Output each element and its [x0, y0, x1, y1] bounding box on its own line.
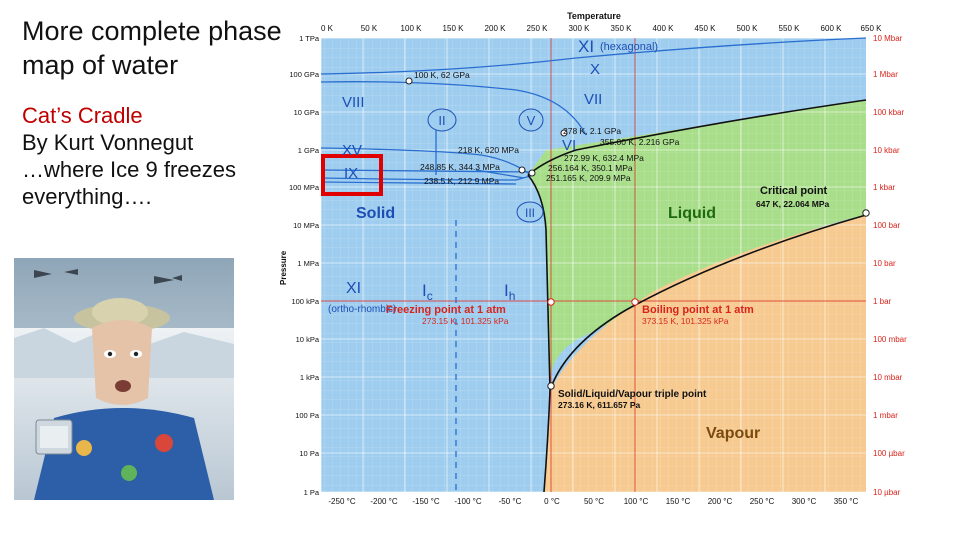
top-tick: 50 K: [361, 24, 378, 33]
phase-note-orthorhombic: (ortho-rhombic): [328, 304, 396, 315]
phase-label-xi-hex: XI: [578, 37, 594, 56]
top-tick: 600 K: [821, 24, 843, 33]
slide-subtitle: Cat’s Cradle By Kurt Vonnegut …where Ice…: [22, 102, 282, 210]
left-tick: 100 kPa: [291, 297, 319, 306]
right-tick: 10 mbar: [873, 373, 903, 382]
phase-label-xi-ortho: XI: [346, 280, 361, 297]
point-100k: 100 K, 62 GPa: [414, 70, 470, 80]
ice-nine-line: …where Ice 9 freezes: [22, 157, 236, 182]
ice-nine-line-2: everything….: [22, 184, 152, 209]
top-tick: 150 K: [443, 24, 465, 33]
right-tick: 10 Mbar: [873, 34, 903, 43]
phase-label-liquid: Liquid: [668, 205, 716, 222]
author-line: By Kurt Vonnegut: [22, 130, 194, 155]
top-tick: 100 K: [401, 24, 423, 33]
point-248k: 248.85 K, 344.3 MPa: [420, 162, 500, 172]
top-tick: 200 K: [485, 24, 507, 33]
bottom-tick: -150 °C: [412, 497, 439, 506]
left-tick: 1 GPa: [298, 146, 320, 155]
top-tick: 400 K: [653, 24, 675, 33]
left-tick: 1 Pa: [304, 488, 320, 497]
left-tick: 100 MPa: [289, 183, 320, 192]
phase-label-vii: VII: [584, 91, 602, 108]
phase-label-ih: Ih: [504, 281, 515, 303]
top-tick: 300 K: [569, 24, 591, 33]
left-tick: 100 Pa: [295, 411, 320, 420]
point-278k: 278 K, 2.1 GPa: [563, 126, 621, 136]
left-tick: 10 GPa: [294, 108, 320, 117]
bottom-tick: -200 °C: [370, 497, 397, 506]
right-tick: 100 µbar: [873, 449, 905, 458]
phase-label-iii: III: [525, 206, 535, 220]
phase-label-vapour: Vapour: [706, 425, 760, 442]
point-272k: 272.99 K, 632.4 MPa: [564, 153, 644, 163]
left-tick: 10 kPa: [296, 335, 320, 344]
critical-point-title: Critical point: [760, 185, 828, 197]
left-tick: 1 kPa: [300, 373, 320, 382]
top-tick: 650 K: [861, 24, 883, 33]
phase-label-v: V: [527, 113, 536, 128]
phase-label-ic: Ic: [422, 281, 433, 303]
bottom-tick: 100 °C: [624, 497, 649, 506]
left-tick: 1 TPa: [299, 34, 320, 43]
right-tick: 100 kbar: [873, 108, 904, 117]
boiling-point-value: 373.15 K, 101.325 kPa: [642, 316, 729, 326]
top-tick: 550 K: [779, 24, 801, 33]
slide-title: More complete phase map of water: [22, 16, 282, 80]
ice-nine-highlight: [321, 154, 383, 196]
left-tick: 100 GPa: [289, 70, 319, 79]
right-tick: 10 µbar: [873, 488, 901, 497]
phase-label-ii: II: [438, 113, 445, 128]
left-tick: 10 Pa: [299, 449, 319, 458]
bottom-tick: 250 °C: [750, 497, 775, 506]
phase-diagram: Temperature Pressure 0 K 50 K 100 K 150 …: [279, 11, 907, 506]
phase-label-ix: IX: [344, 165, 358, 182]
phase-label-viii: VIII: [342, 94, 365, 111]
point-218k: 218 K, 620 MPa: [458, 145, 519, 155]
boiling-point-title: Boiling point at 1 atm: [642, 304, 754, 316]
phase-label-solid: Solid: [356, 205, 395, 222]
cats-cradle-photo: [14, 258, 234, 500]
top-tick: 250 K: [527, 24, 549, 33]
right-tick: 1 bar: [873, 297, 892, 306]
freezing-point-title: Freezing point at 1 atm: [386, 304, 506, 316]
right-tick: 1 Mbar: [873, 70, 898, 79]
point-251k: 251.165 K, 209.9 MPa: [546, 173, 631, 183]
point-238k: 238.5 K, 212.9 MPa: [424, 176, 499, 186]
triple-point-value: 273.16 K, 611.657 Pa: [558, 400, 641, 410]
point-355k: 355.00 K, 2.216 GPa: [600, 137, 680, 147]
right-tick: 100 bar: [873, 221, 900, 230]
bottom-tick: -50 °C: [499, 497, 522, 506]
top-tick: 0 K: [321, 24, 334, 33]
right-tick: 10 bar: [873, 259, 896, 268]
freezing-point-value: 273.15 K, 101.325 kPa: [422, 316, 509, 326]
bottom-tick: 150 °C: [666, 497, 691, 506]
bottom-tick: 350 °C: [834, 497, 859, 506]
right-tick: 100 mbar: [873, 335, 907, 344]
right-tick: 1 mbar: [873, 411, 898, 420]
phase-label-x: X: [590, 61, 600, 78]
bottom-tick: -100 °C: [454, 497, 481, 506]
left-tick: 1 MPa: [297, 259, 320, 268]
point-256k: 256.164 K, 350.1 MPa: [548, 163, 633, 173]
bottom-tick: 0 °C: [544, 497, 560, 506]
top-tick: 450 K: [695, 24, 717, 33]
right-tick: 10 kbar: [873, 146, 900, 155]
top-tick: 350 K: [611, 24, 633, 33]
bottom-tick: 200 °C: [708, 497, 733, 506]
top-axis-title: Temperature: [567, 11, 621, 21]
phase-note-hexagonal: (hexagonal): [600, 41, 658, 53]
left-axis-title: Pressure: [279, 250, 288, 285]
right-tick: 1 kbar: [873, 183, 896, 192]
critical-point-value: 647 K, 22.064 MPa: [756, 199, 830, 209]
bottom-tick: 300 °C: [792, 497, 817, 506]
phase-label-xv: XV: [342, 142, 362, 159]
left-tick: 10 MPa: [293, 221, 320, 230]
bottom-tick: 50 °C: [584, 497, 604, 506]
top-tick: 500 K: [737, 24, 759, 33]
book-title: Cat’s Cradle: [22, 103, 143, 128]
bottom-tick: -250 °C: [328, 497, 355, 506]
triple-point-title: Solid/Liquid/Vapour triple point: [558, 389, 707, 400]
phase-label-vi: VI: [562, 137, 576, 154]
